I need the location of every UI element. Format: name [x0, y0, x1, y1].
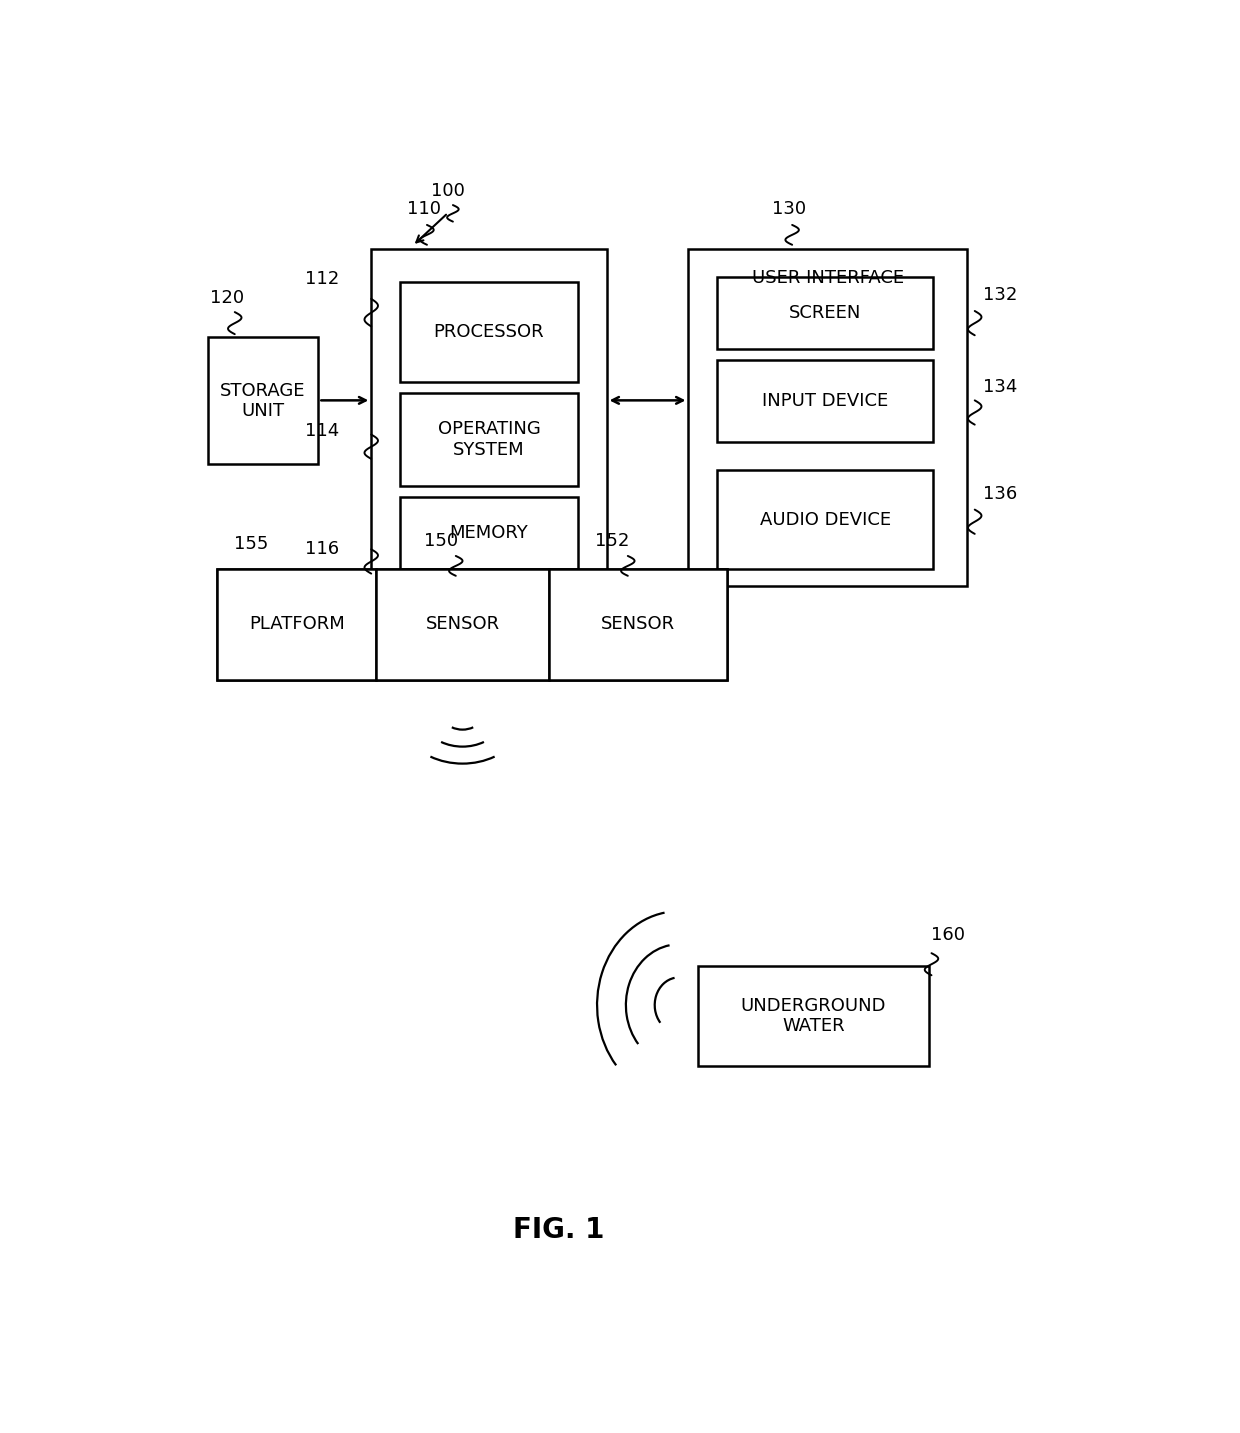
Bar — [376, 569, 549, 679]
Text: 120: 120 — [210, 288, 244, 307]
Text: STORAGE
UNIT: STORAGE UNIT — [221, 381, 306, 420]
Text: 116: 116 — [305, 540, 340, 557]
Text: INPUT DEVICE: INPUT DEVICE — [763, 391, 888, 410]
Text: 152: 152 — [595, 533, 630, 550]
Text: 134: 134 — [983, 378, 1018, 396]
Bar — [217, 569, 376, 679]
Text: 132: 132 — [983, 287, 1018, 304]
Bar — [688, 249, 967, 586]
Text: 100: 100 — [432, 182, 465, 199]
Text: 136: 136 — [983, 484, 1018, 503]
Text: 112: 112 — [305, 269, 340, 288]
Bar — [217, 569, 727, 679]
Text: AUDIO DEVICE: AUDIO DEVICE — [760, 510, 890, 529]
Text: FIG. 1: FIG. 1 — [513, 1217, 604, 1244]
Bar — [371, 249, 606, 586]
Bar — [717, 360, 934, 443]
Text: MEMORY: MEMORY — [450, 524, 528, 542]
Text: 155: 155 — [234, 535, 268, 553]
Text: SENSOR: SENSOR — [601, 615, 675, 633]
Text: PROCESSOR: PROCESSOR — [434, 322, 544, 341]
Text: 130: 130 — [773, 201, 806, 218]
Bar — [717, 470, 934, 569]
Text: 110: 110 — [407, 201, 441, 218]
Text: SENSOR: SENSOR — [425, 615, 500, 633]
Bar — [401, 393, 578, 486]
Text: 114: 114 — [305, 423, 340, 440]
Text: 150: 150 — [424, 533, 459, 550]
Bar — [549, 569, 727, 679]
Bar — [717, 277, 934, 348]
Text: OPERATING
SYSTEM: OPERATING SYSTEM — [438, 420, 541, 459]
Text: USER INTERFACE: USER INTERFACE — [751, 269, 904, 287]
Bar — [401, 282, 578, 381]
Bar — [401, 497, 578, 569]
Text: UNDERGROUND
WATER: UNDERGROUND WATER — [740, 997, 887, 1036]
Bar — [698, 966, 929, 1066]
Text: SCREEN: SCREEN — [789, 304, 862, 321]
Text: 160: 160 — [931, 926, 966, 944]
Text: PLATFORM: PLATFORM — [249, 615, 345, 633]
Bar — [208, 338, 319, 464]
